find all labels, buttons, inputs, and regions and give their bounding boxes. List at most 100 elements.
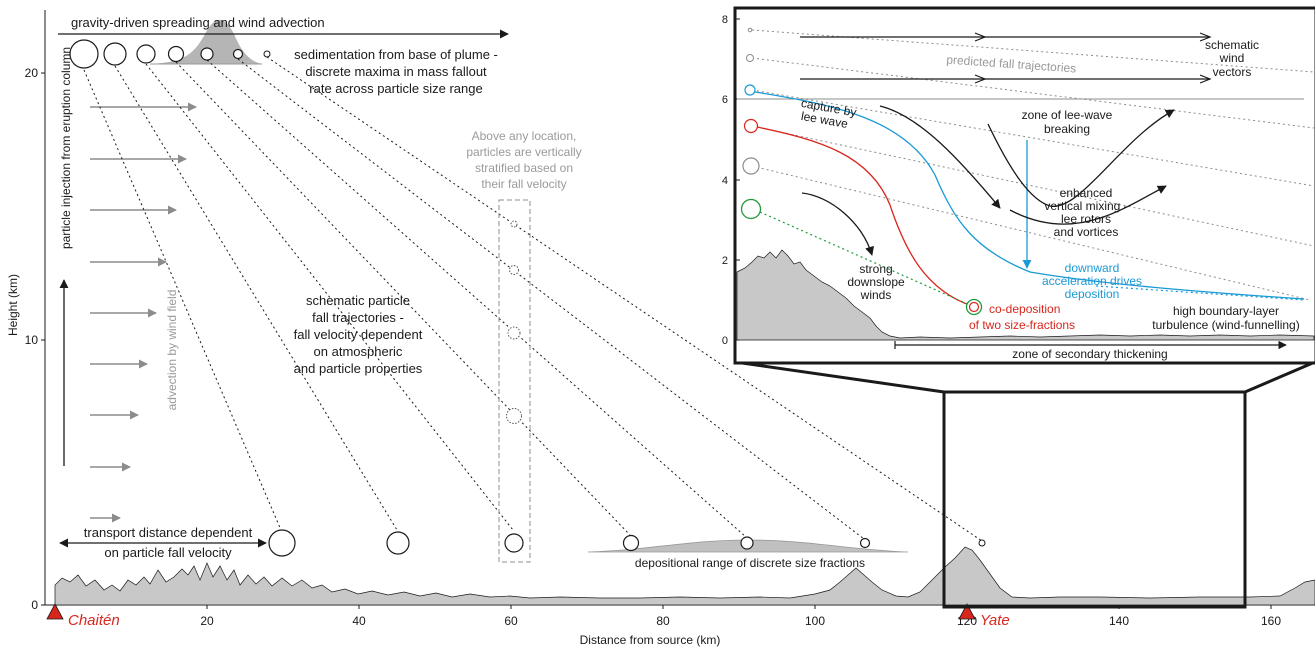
predicted-line xyxy=(751,125,1315,247)
spreading-label: gravity-driven spreading and wind advect… xyxy=(71,15,325,30)
downslope-arrow xyxy=(801,192,874,256)
particle-circle xyxy=(622,534,640,552)
inset-tick-label: 4 xyxy=(722,175,728,187)
x-tick-label: 100 xyxy=(805,614,825,628)
spreading-arrow: gravity-driven spreading and wind advect… xyxy=(58,15,509,39)
trajectory-line xyxy=(145,63,514,531)
x-tick-label: 160 xyxy=(1261,614,1281,628)
mixing-line: and vortices xyxy=(1054,225,1119,239)
main-terrain xyxy=(54,546,1315,606)
downslope-line: winds xyxy=(860,288,892,302)
y-ticks: 0 10 20 xyxy=(25,66,45,612)
location-yate: Yate xyxy=(958,603,1010,629)
particle-circle xyxy=(167,45,185,63)
x-axis-label: Distance from source (km) xyxy=(580,633,721,647)
predicted-line xyxy=(751,57,1315,129)
sedimentation-line: rate across particle size range xyxy=(309,81,482,96)
downward-line: deposition xyxy=(1065,287,1120,301)
wind-label-line: schematic xyxy=(1205,38,1259,52)
particle-circle xyxy=(510,220,518,228)
particle-circle xyxy=(232,48,244,60)
turbulence-label: high boundary-layer turbulence (wind-fun… xyxy=(1152,304,1299,332)
particle-circle xyxy=(136,44,156,64)
downslope-line: strong xyxy=(859,262,892,276)
inset-tick-label: 8 xyxy=(722,14,728,26)
mixing-arrows xyxy=(801,105,1175,256)
stratified-line: particles are vertically xyxy=(466,145,581,159)
advection-label: advection by wind field xyxy=(165,290,179,411)
particle-circle xyxy=(740,536,754,550)
particle-circle xyxy=(509,265,519,275)
particle-circle xyxy=(747,27,753,33)
y-tick-label: 0 xyxy=(31,598,38,612)
inset-tick-label: 0 xyxy=(722,335,728,347)
trajectories-line: schematic particle xyxy=(306,293,410,308)
location-chaiten: Chaitén xyxy=(46,603,120,629)
inset-tick-label: 2 xyxy=(722,255,728,267)
particle-circle xyxy=(744,84,756,96)
particle-circle xyxy=(263,50,271,58)
leewave-arrow xyxy=(879,105,1001,209)
trajectory-line xyxy=(237,58,865,540)
particle-circle xyxy=(200,47,214,61)
x-ticks: 20 40 60 80 100 120 140 160 xyxy=(200,605,1281,628)
trajectory-line xyxy=(114,65,398,531)
particle-circle xyxy=(386,531,410,555)
trajectories-label: schematic particle fall trajectories - f… xyxy=(294,293,423,376)
predicted-trajectories xyxy=(751,29,1315,301)
y-tick-label: 20 xyxy=(25,66,39,80)
sedimentation-line: discrete maxima in mass fallout xyxy=(305,64,487,79)
codep-line: of two size-fractions xyxy=(969,318,1075,332)
mixing-label: enhanced vertical mixing - lee rotors an… xyxy=(1044,186,1127,239)
particle-circle xyxy=(746,54,754,62)
turbulence-line: turbulence (wind-funnelling) xyxy=(1152,318,1299,332)
inset-wind-vectors xyxy=(800,32,1212,84)
transport-line: on particle fall velocity xyxy=(104,545,232,560)
wind-field-arrows xyxy=(90,102,197,523)
predicted-line xyxy=(751,89,1315,187)
leewave-breaking-arrow xyxy=(987,109,1175,207)
trajectory-line xyxy=(175,61,631,536)
wind-vector-head xyxy=(974,74,987,84)
downslope-label: strong downslope winds xyxy=(847,262,905,302)
wind-vector-head xyxy=(1199,74,1212,84)
inset-tick-label: 6 xyxy=(722,94,728,106)
particle-circle xyxy=(103,42,127,66)
sedimentation-label: sedimentation from base of plume - discr… xyxy=(294,47,498,96)
particle-circle xyxy=(506,408,522,424)
turbulence-line: high boundary-layer xyxy=(1173,304,1279,318)
secondary-thickening-label: zone of secondary thickening xyxy=(1012,347,1167,361)
x-tick-label: 40 xyxy=(352,614,366,628)
particle-circle xyxy=(504,533,524,553)
trajectories-line: fall trajectories - xyxy=(312,310,404,325)
codeposition-label: co-deposition of two size-fractions xyxy=(969,302,1075,332)
particle-circle xyxy=(743,118,759,134)
downward-label: downward acceleration drives deposition xyxy=(1042,261,1142,301)
stratified-line: Above any location, xyxy=(472,129,577,143)
volcano-icon xyxy=(958,603,976,620)
y-tick-label: 10 xyxy=(25,333,39,347)
injection-arrow: particle injection from eruption column xyxy=(59,47,73,466)
mixing-line: enhanced xyxy=(1060,186,1113,200)
particle-circle xyxy=(859,537,871,549)
downslope-line: downslope xyxy=(847,275,905,289)
x-tick-label: 140 xyxy=(1109,614,1129,628)
stratified-line: stratified based on xyxy=(475,161,573,175)
particle-circle xyxy=(742,157,760,175)
mixing-line: vertical mixing - xyxy=(1044,199,1127,213)
trajectories-line: on atmospheric xyxy=(314,344,403,359)
downward-line: acceleration drives xyxy=(1042,274,1142,288)
sedimentation-line: sedimentation from base of plume - xyxy=(294,47,498,62)
leewave-line: zone of lee-wave xyxy=(1022,108,1113,122)
inset-terrain xyxy=(736,249,1315,341)
deposited-particles xyxy=(268,529,986,557)
codep-line: co-deposition xyxy=(989,302,1060,316)
trajectories-line: fall velocity dependent xyxy=(294,327,423,342)
wind-label-line: vectors xyxy=(1213,65,1252,79)
wind-vectors-label: schematic wind vectors xyxy=(1205,38,1259,79)
predicted-line xyxy=(751,165,1311,301)
wind-vector-head xyxy=(974,32,987,42)
trajectories-line: and particle properties xyxy=(294,361,423,376)
